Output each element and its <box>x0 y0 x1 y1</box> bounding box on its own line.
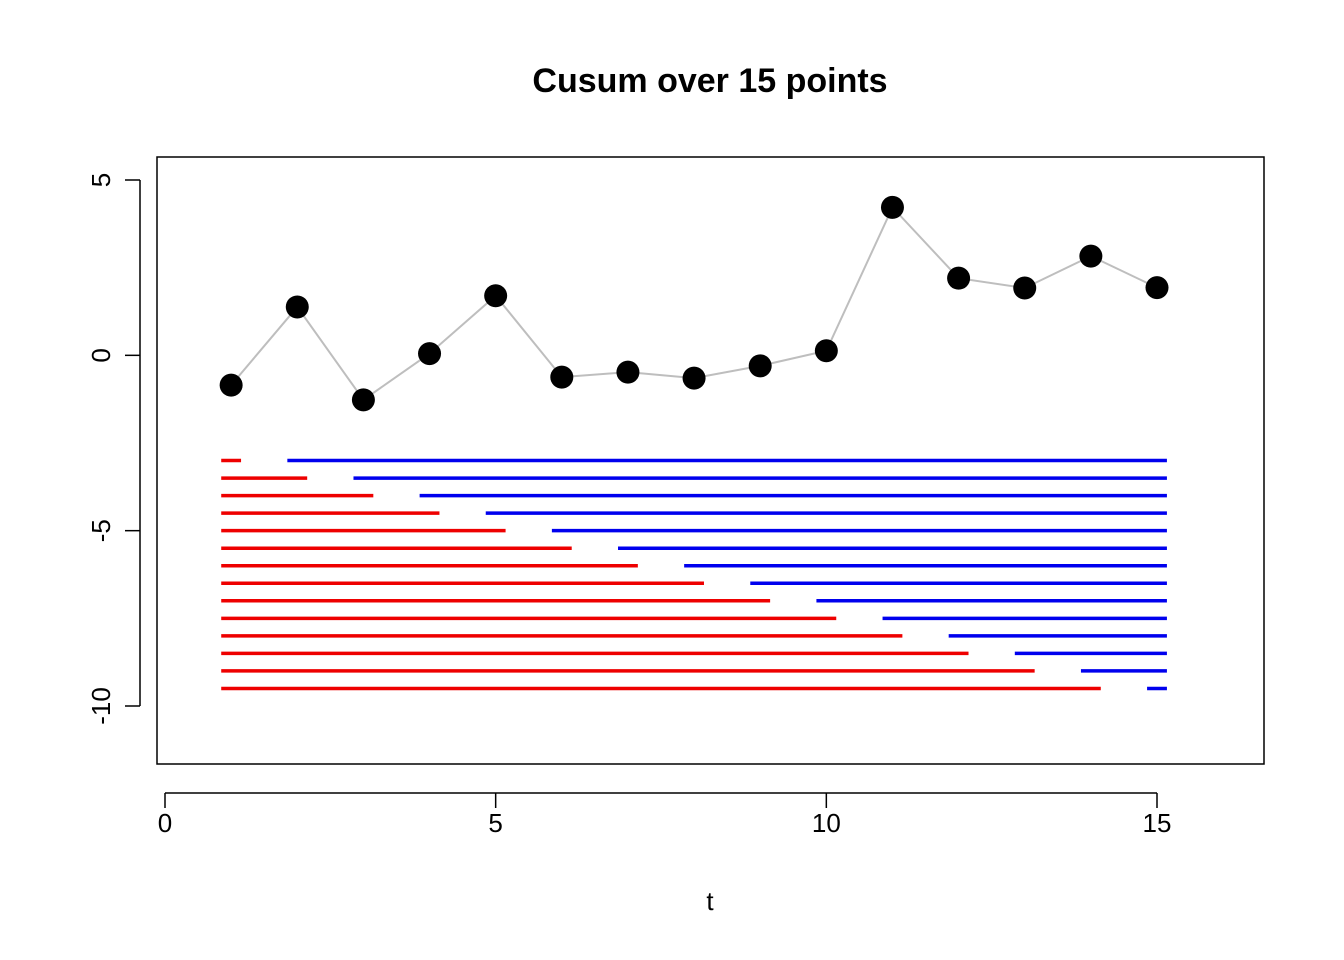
data-point <box>814 339 838 363</box>
y-axis: 5 0 -5 -10 <box>86 173 141 725</box>
y-tick-label: 0 <box>86 348 116 362</box>
plot-frame <box>156 156 1265 765</box>
data-point <box>682 366 706 390</box>
data-point <box>484 284 508 308</box>
data-point <box>1145 276 1169 300</box>
data-point <box>285 295 309 319</box>
data-point <box>947 266 971 290</box>
data-point <box>351 388 375 412</box>
y-tick-label: -5 <box>86 519 116 542</box>
data-point <box>1079 244 1103 268</box>
data-point <box>219 373 243 397</box>
x-tick-label: 0 <box>158 808 172 838</box>
x-tick-label: 10 <box>812 808 841 838</box>
data-point <box>880 195 904 219</box>
data-point <box>616 360 640 384</box>
series-layer <box>219 195 1169 412</box>
data-point <box>418 342 442 366</box>
cusum-segments <box>221 458 1167 691</box>
x-axis: 0 5 10 15 <box>158 792 1172 838</box>
x-tick-label: 5 <box>488 808 502 838</box>
data-point <box>748 354 772 378</box>
x-tick-label: 15 <box>1143 808 1172 838</box>
chart-title: Cusum over 15 points <box>532 62 887 100</box>
data-point <box>550 365 574 389</box>
y-tick-label: -10 <box>86 687 116 725</box>
x-axis-label: t <box>706 886 714 916</box>
y-tick-label: 5 <box>86 173 116 187</box>
data-point <box>1013 276 1037 300</box>
